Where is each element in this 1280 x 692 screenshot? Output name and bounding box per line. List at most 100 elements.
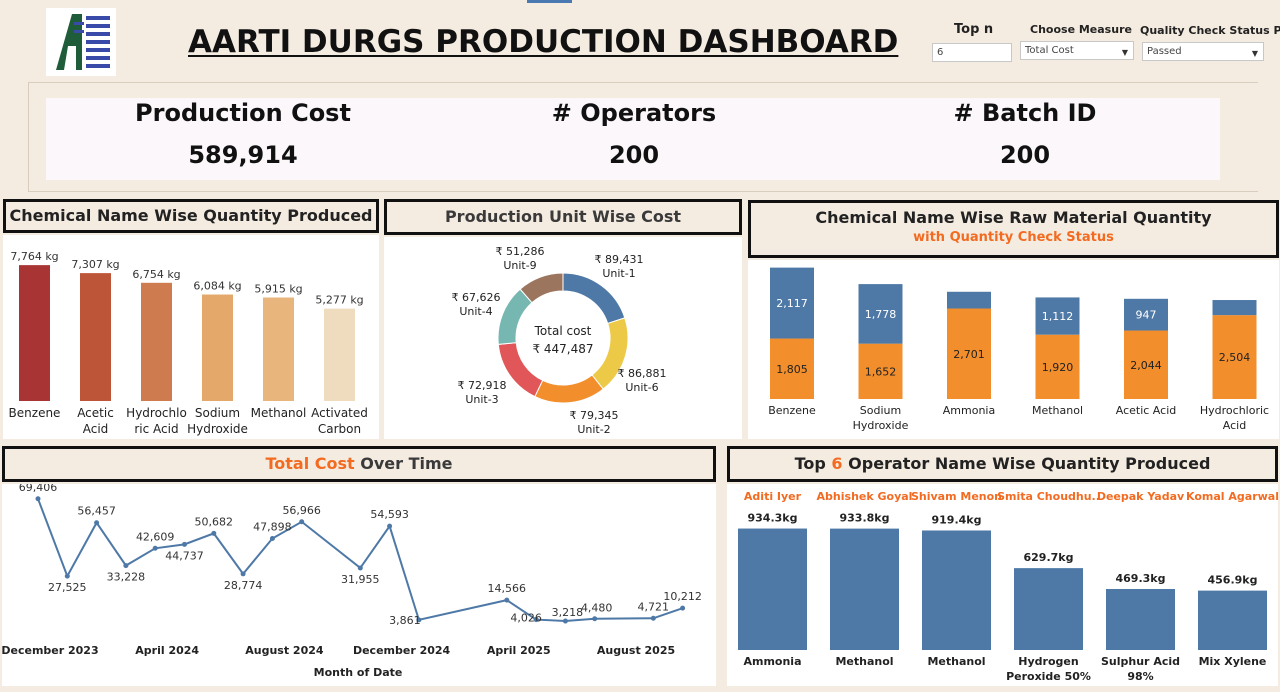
raw-category-label: Acid <box>1223 419 1246 432</box>
donut-slice-name: Unit-3 <box>465 393 498 406</box>
time-panel-header: Total Cost Over Time <box>2 446 716 482</box>
line-point <box>504 597 510 603</box>
qc-status-dropdown[interactable]: Passed ▼ <box>1142 42 1264 61</box>
op-chart: Aditi Iyer 934.3kg Ammonia Abhishek Goyal 93… <box>738 490 1279 683</box>
measure-dropdown[interactable]: Total Cost ▼ <box>1020 41 1134 60</box>
operator-name: Aditi Iyer <box>744 490 802 503</box>
raw-panel-header: Chemical Name Wise Raw Material Quantity… <box>748 200 1279 258</box>
op-data-label: 456.9kg <box>1208 574 1258 587</box>
qty-panel-title: Chemical Name Wise Quantity Produced <box>9 206 373 225</box>
op-bar <box>922 530 991 650</box>
op-data-label: 629.7kg <box>1024 551 1074 564</box>
op-panel-title-pre: Top <box>794 454 832 473</box>
operator-name: Deepak Yadav <box>1097 490 1185 503</box>
line-data-label: 3,861 <box>389 614 421 627</box>
raw-bar-orange <box>947 308 991 399</box>
line-point <box>269 536 275 542</box>
op-data-label: 919.4kg <box>932 513 982 526</box>
line-point <box>35 496 41 502</box>
time-chart-panel: 69,406 27,525 56,457 33,228 42,609 44,737 50,6… <box>1 481 716 686</box>
line-point <box>152 545 158 551</box>
line-data-label: 33,228 <box>107 571 146 584</box>
op-panel-header: Top 6 Operator Name Wise Quantity Produc… <box>727 446 1278 482</box>
unit-chart-panel: ₹ 89,431 Unit-1 ₹ 86,881 Unit-6 ₹ 79,345 Unit… <box>384 237 742 439</box>
line-data-label: 4,480 <box>581 602 613 615</box>
chevron-down-icon: ▼ <box>1121 48 1128 57</box>
qty-bar <box>263 297 294 401</box>
donut-slice-value: ₹ 86,881 <box>618 367 667 380</box>
x-axis-tick-label: April 2025 <box>487 644 551 657</box>
kpi-batch-id-value: 200 <box>999 141 1051 169</box>
time-panel-title-rest: Over Time <box>354 454 453 473</box>
line-point <box>299 519 305 525</box>
qty-data-label: 7,764 kg <box>10 250 58 263</box>
raw-bar-blue <box>1212 300 1257 316</box>
qty-category-label: ric Acid <box>134 422 178 436</box>
line-data-label: 47,898 <box>253 521 292 534</box>
raw-segment-label: 1,112 <box>1042 310 1074 323</box>
op-bar <box>1198 590 1267 650</box>
line-data-label: 4,721 <box>638 600 670 613</box>
line-data-label: 27,525 <box>48 581 87 594</box>
line-point <box>680 605 686 611</box>
line-point <box>357 565 363 571</box>
raw-segment-label: 1,778 <box>865 308 897 321</box>
kpi-section <box>46 98 1220 180</box>
line-data-label: 44,737 <box>165 549 204 562</box>
qty-data-label: 5,915 kg <box>254 282 302 295</box>
top-n-input[interactable]: 6 <box>932 43 1012 62</box>
line-data-label: 14,566 <box>488 582 527 595</box>
op-chemical-label: 98% <box>1127 670 1153 683</box>
raw-panel-subtitle: with Quantity Check Status <box>913 230 1114 245</box>
line-point <box>416 617 422 623</box>
raw-bar-orange <box>1124 330 1168 399</box>
op-bar <box>1014 568 1083 650</box>
operator-name: Abhishek Goyal <box>817 490 913 503</box>
line-point <box>123 563 129 569</box>
x-axis-tick-label: December 2023 <box>2 644 99 657</box>
op-bar <box>830 528 899 650</box>
raw-category-label: Ammonia <box>943 404 995 417</box>
unit-panel-header: Production Unit Wise Cost <box>384 199 742 235</box>
raw-chart-panel: 1,805 2,117 Benzene 1,652 1,778 Sodium Hydroxi… <box>748 260 1279 439</box>
donut-slice-name: Unit-6 <box>625 381 658 394</box>
op-panel-title-post: Operator Name Wise Quantity Produced <box>842 454 1211 473</box>
qty-category-label: Benzene <box>9 406 61 420</box>
qty-bar <box>19 265 50 401</box>
line-data-label: 42,609 <box>136 530 175 543</box>
op-chemical-label: Methanol <box>927 655 985 668</box>
donut-center-value: ₹ 447,487 <box>532 342 593 356</box>
operator-name: Smita Choudhu.. <box>997 490 1100 503</box>
raw-bar-orange <box>1035 334 1080 399</box>
chevron-down-icon: ▼ <box>1251 49 1258 58</box>
qty-category-label: Methanol <box>251 406 307 420</box>
donut-slice-value: ₹ 67,626 <box>452 291 501 304</box>
raw-category-label: Hydroxide <box>853 419 909 432</box>
donut-slice-name: Unit-9 <box>503 259 536 272</box>
top-n-label: Top n <box>954 22 994 37</box>
line-point <box>592 616 598 622</box>
kpi-production-cost-value: 589,914 <box>188 141 298 169</box>
qty-category-label: Carbon <box>318 422 361 436</box>
op-panel-title-accent: 6 <box>831 454 843 473</box>
unit-panel-title: Production Unit Wise Cost <box>444 207 682 226</box>
qty-panel-header: Chemical Name Wise Quantity Produced <box>3 199 379 233</box>
line-point <box>94 520 100 526</box>
time-line-chart: 69,406 27,525 56,457 33,228 42,609 44,737 50,6… <box>1 481 701 679</box>
raw-bar-blue <box>1035 297 1080 335</box>
line-data-label: 69,406 <box>19 484 58 494</box>
qc-status-label: Quality Check Status P.. <box>1140 24 1280 37</box>
top-scroll-indicator <box>527 0 572 3</box>
qty-bar <box>324 308 355 401</box>
op-data-label: 934.3kg <box>748 512 798 525</box>
donut-slice <box>534 374 604 404</box>
line-point <box>650 615 656 621</box>
line-point <box>240 571 246 577</box>
donut-slice-value: ₹ 51,286 <box>496 245 545 258</box>
raw-category-label: Sodium <box>860 404 901 417</box>
donut-center-label: Total cost <box>534 324 592 338</box>
raw-bar-blue <box>1124 298 1168 331</box>
raw-segment-label: 1,920 <box>1042 361 1074 374</box>
x-axis-title: Month of Date <box>314 666 403 679</box>
qty-bar <box>202 294 233 401</box>
